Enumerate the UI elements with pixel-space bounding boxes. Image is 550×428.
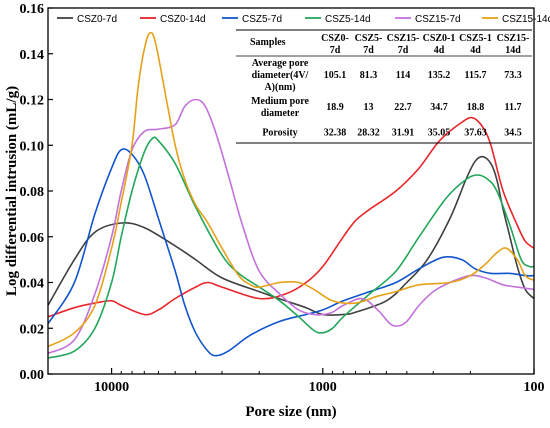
table-cell: 11.7	[505, 102, 522, 113]
table-row-label: diameter(4V/	[252, 70, 309, 81]
series-line-csz0-7d	[47, 155, 535, 316]
table-row-label: Medium pore	[251, 96, 309, 107]
y-tick-label: 0.12	[20, 94, 45, 109]
table-header-cell: CSZ15-	[387, 33, 420, 44]
table-cell: 105.1	[324, 70, 347, 81]
legend-label: CSZ0-14d	[160, 14, 206, 25]
table-cell: 18.8	[467, 102, 485, 113]
table-row-label: A)(nm)	[264, 82, 295, 93]
table-header-cell: CSZ15-	[497, 33, 530, 44]
table-header-cell: 14d	[505, 45, 521, 56]
legend: CSZ0-7d CSZ0-14d CSZ5-7d CSZ5-14d CSZ15-7d CS…	[57, 14, 550, 25]
table-header-cell: CSZ5-1	[459, 33, 492, 44]
table-cell: 37.63	[464, 128, 487, 139]
table-header-cell: 7d	[363, 45, 374, 56]
table-cell: 73.3	[504, 70, 522, 81]
x-tick-label: 100	[524, 380, 545, 395]
series-line-csz15-14d	[47, 31, 535, 348]
y-axis-title: Log differential intrusion (mL/g)	[4, 86, 20, 296]
table-cell: 34.5	[504, 128, 522, 139]
legend-label: CSZ5-7d	[242, 14, 282, 25]
y-tick-label: 0.00	[20, 368, 45, 383]
series-line-csz5-7d	[47, 148, 535, 357]
x-tick-label: 1000	[309, 380, 337, 395]
legend-label: CSZ15-14d	[502, 14, 550, 25]
series-line-csz0-14d	[47, 116, 535, 318]
y-tick-label: 0.08	[20, 185, 45, 200]
legend-label: CSZ0-7d	[77, 14, 117, 25]
table-header-cell: 7d	[398, 45, 409, 56]
table-header-cell: CSZ0-	[321, 33, 349, 44]
table-row-label: Porosity	[262, 128, 297, 139]
legend-label: CSZ5-14d	[325, 14, 371, 25]
series-layer	[47, 31, 535, 359]
table-cell: 13	[364, 102, 374, 113]
table-cell: 81.3	[360, 70, 378, 81]
table-header-cell: 4d	[434, 45, 445, 56]
series-line-csz15-7d	[47, 98, 535, 355]
properties-table: Samples CSZ0-7dCSZ5-7dCSZ15-7dCSZ0-14dCSZ…	[236, 29, 532, 144]
table-cell: 28.32	[357, 128, 380, 139]
y-tick-label: 0.06	[20, 231, 45, 246]
y-tick-label: 0.04	[20, 277, 45, 292]
legend-label: CSZ15-7d	[415, 14, 461, 25]
y-tick-label: 0.10	[20, 139, 45, 154]
x-tick-label: 10000	[94, 380, 129, 395]
table-header-cell: Samples	[250, 37, 286, 48]
table-cell: 31.91	[392, 128, 415, 139]
table-header-cell: CSZ0-1	[423, 33, 456, 44]
table-cell: 18.9	[326, 102, 344, 113]
table-row-label: diameter	[261, 108, 300, 119]
table-row-label: Average pore	[252, 58, 309, 69]
axes-layer: 0.00 0.02 0.04 0.06 0.08 0.10 0.12 0.14 0.16 1000…	[20, 2, 545, 395]
table-cell: 34.7	[430, 102, 448, 113]
table-cell: 115.7	[465, 70, 487, 81]
table-cell: 114	[396, 70, 410, 81]
y-tick-label: 0.16	[20, 2, 45, 17]
table-header-cell: CSZ5-	[355, 33, 383, 44]
table-header-cell: 4d	[470, 45, 481, 56]
table-cell: 22.7	[394, 102, 412, 113]
x-axis-title: Pore size (nm)	[245, 404, 336, 420]
y-tick-label: 0.02	[20, 322, 45, 337]
table-cell: 35.05	[428, 128, 451, 139]
table-header-cell: 7d	[330, 45, 341, 56]
y-tick-label: 0.14	[20, 48, 45, 63]
series-line-csz5-14d	[47, 136, 535, 359]
table-cell: 32.38	[324, 128, 347, 139]
table-cell: 135.2	[428, 70, 451, 81]
